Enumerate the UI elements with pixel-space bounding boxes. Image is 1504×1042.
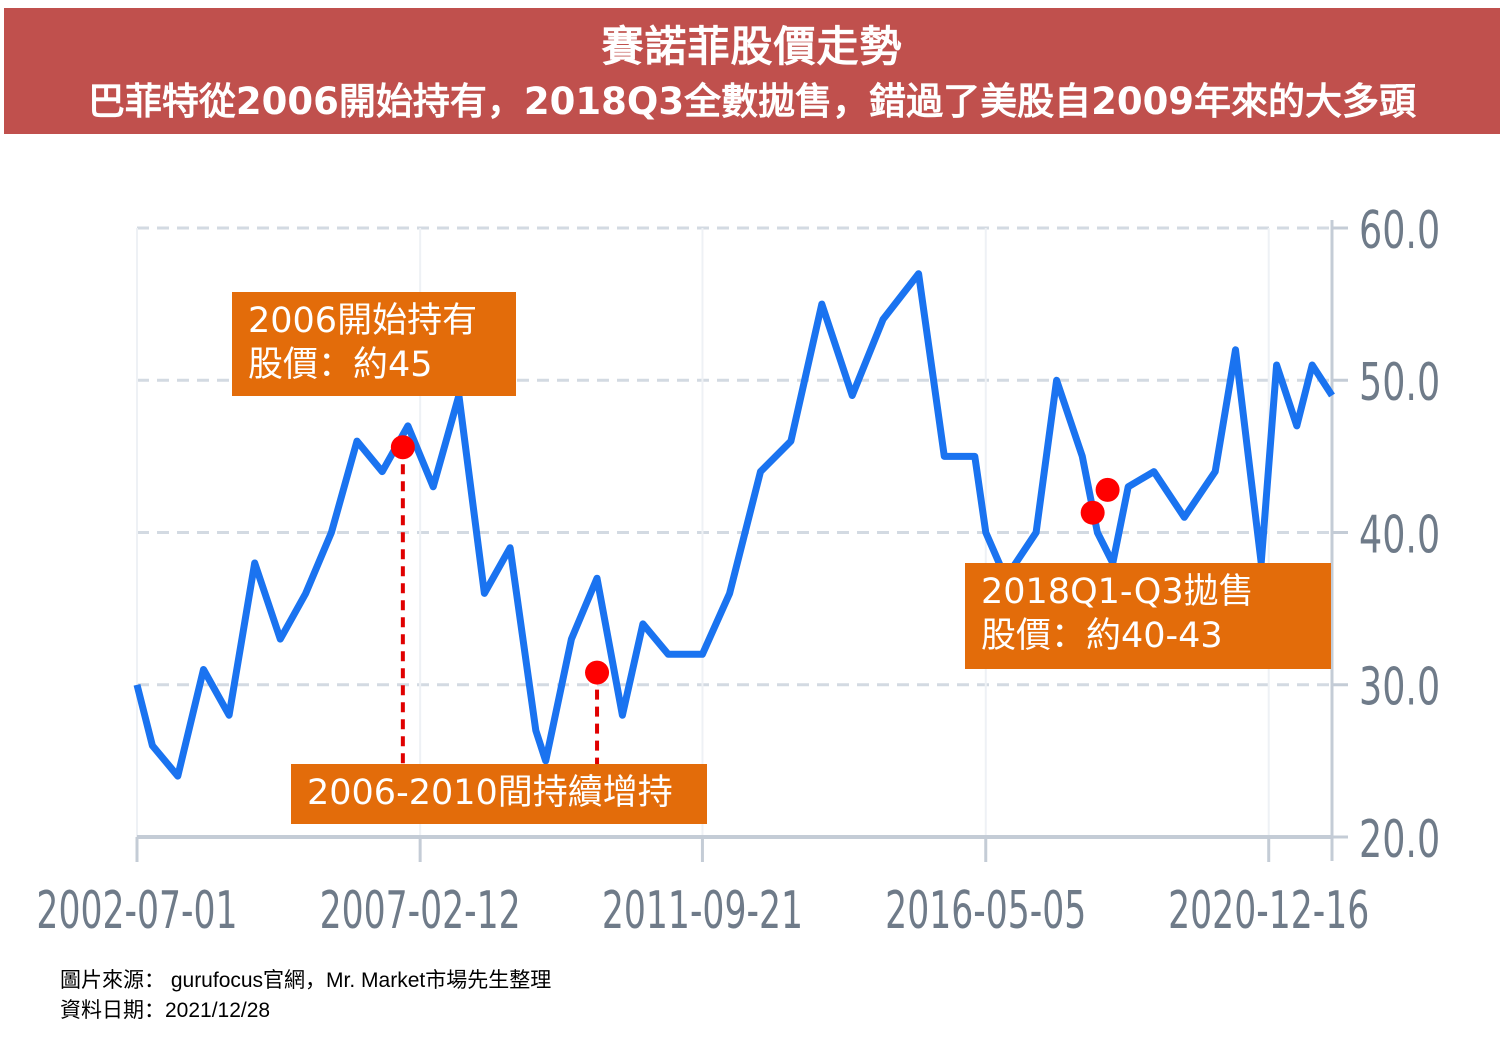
chart-subtitle: 巴菲特從2006開始持有，2018Q3全數拋售，錯過了美股自2009年來的大多頭 — [87, 80, 1417, 123]
annotation-line: 2018Q1-Q3拋售 — [981, 572, 1254, 612]
y-tick-label: 50.0 — [1359, 352, 1440, 412]
highlight-point — [1080, 500, 1105, 525]
data-date-text: 資料日期：2021/12/28 — [60, 999, 271, 1022]
y-tick-label: 40.0 — [1359, 505, 1440, 565]
price-series-line — [133, 270, 1335, 780]
highlight-point — [585, 660, 610, 685]
y-tick-label: 30.0 — [1359, 657, 1440, 717]
x-axis: 2002-07-01 2007-02-12 2011-09-21 2016-05-05… — [36, 835, 1369, 941]
x-tick-label: 2011-09-21 — [602, 880, 803, 940]
annotation-line: 股價：約40-43 — [981, 616, 1223, 656]
x-tick-label: 2016-05-05 — [885, 880, 1086, 940]
x-tick-label: 2002-07-01 — [36, 880, 237, 940]
highlight-markers — [390, 435, 1120, 685]
annotation-start-holding: 2006開始持有 股價：約45 — [232, 292, 516, 396]
source-text: 圖片來源： gurufocus官網，Mr. Market市場先生整理 — [60, 969, 552, 992]
annotation-line: 2006-2010間持續增持 — [307, 773, 673, 813]
source-note: 圖片來源： gurufocus官網，Mr. Market市場先生整理 資料日期：… — [60, 966, 551, 1026]
y-tick-label: 60.0 — [1359, 200, 1440, 260]
chart-title-banner: 賽諾菲股價走勢 巴菲特從2006開始持有，2018Q3全數拋售，錯過了美股自20… — [4, 8, 1500, 134]
x-tick-label: 2020-12-16 — [1168, 880, 1369, 940]
annotation-increase-holding: 2006-2010間持續增持 — [291, 764, 707, 824]
chart-title: 賽諾菲股價走勢 — [601, 22, 903, 71]
annotation-sell-off: 2018Q1-Q3拋售 股價：約40-43 — [965, 563, 1331, 669]
x-tick-label: 2007-02-12 — [320, 880, 521, 940]
annotation-line: 2006開始持有 — [248, 301, 478, 341]
annotation-leader-lines — [400, 447, 600, 764]
y-tick-label: 20.0 — [1359, 809, 1440, 869]
highlight-point — [390, 435, 415, 460]
y-axis: 60.0 50.0 40.0 30.0 20.0 — [1330, 200, 1440, 869]
highlight-point — [1095, 477, 1120, 502]
annotation-line: 股價：約45 — [248, 345, 433, 385]
